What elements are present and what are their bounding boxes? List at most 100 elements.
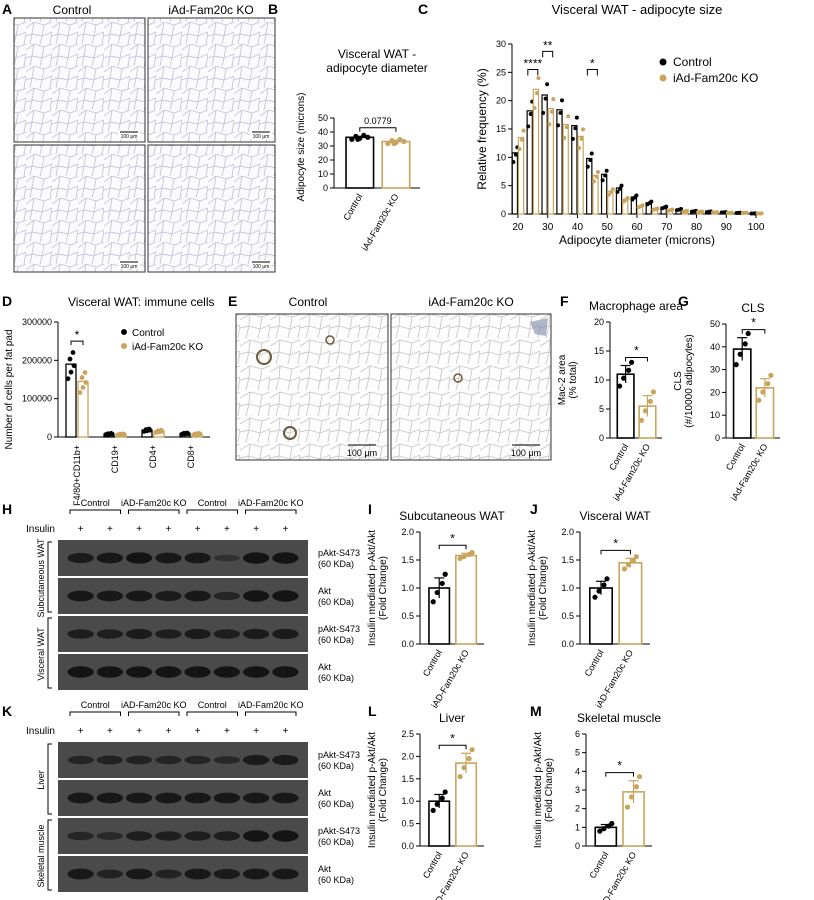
blot-kda-label: (60 KDa) bbox=[318, 837, 354, 847]
x-tick-label: CD4+ bbox=[148, 445, 158, 468]
blot-row-label: pAkt-S473 bbox=[318, 750, 360, 760]
y-tick-label: 20 bbox=[710, 387, 720, 397]
significance-bracket bbox=[625, 357, 648, 362]
y-tick-label: 0 bbox=[575, 841, 580, 851]
blot-band bbox=[125, 831, 153, 841]
y-tick-label: 0.5 bbox=[401, 611, 414, 621]
insulin-plus: + bbox=[78, 726, 84, 737]
y-tick-label: 200000 bbox=[22, 355, 52, 365]
y-axis-label: Adipocyte size (microns) bbox=[296, 93, 307, 202]
group-bracket bbox=[128, 711, 180, 716]
blot-row-label: pAkt-S473 bbox=[318, 548, 360, 558]
legend-marker bbox=[659, 58, 667, 66]
blot-band bbox=[125, 792, 153, 804]
significance-bracket bbox=[438, 544, 467, 550]
blot-band bbox=[184, 628, 211, 640]
data-point bbox=[640, 203, 645, 208]
blot-band bbox=[272, 590, 299, 602]
significance-marker: * bbox=[450, 531, 455, 545]
chart-title: adipocyte diameter bbox=[326, 61, 427, 75]
data-point bbox=[601, 826, 607, 832]
blot-band bbox=[272, 754, 299, 766]
bar-ko bbox=[381, 140, 411, 189]
data-point bbox=[625, 562, 632, 568]
data-point bbox=[647, 398, 654, 404]
y-tick-label: 30 bbox=[318, 141, 328, 151]
insulin-plus: + bbox=[282, 726, 288, 737]
blot-row-akt bbox=[58, 856, 308, 892]
y-tick-label: 5 bbox=[501, 181, 506, 191]
data-point bbox=[461, 553, 467, 560]
x-tick-label: 80 bbox=[691, 222, 703, 233]
y-axis-label: Insulin mediated p-Akt/Akt bbox=[533, 732, 544, 848]
y-axis-label: Insulin mediated p-Akt/Akt bbox=[367, 530, 378, 646]
significance-bracket bbox=[586, 69, 598, 76]
blot-group-label: Control bbox=[81, 700, 110, 710]
tissue-bracket bbox=[47, 819, 52, 891]
data-point bbox=[146, 426, 152, 432]
data-point bbox=[573, 126, 578, 131]
bar-ko bbox=[517, 136, 525, 215]
blot-band bbox=[242, 754, 270, 766]
data-point bbox=[549, 109, 554, 114]
blot-band bbox=[125, 755, 153, 765]
y-tick-label: 30 bbox=[710, 365, 720, 375]
blot-band bbox=[213, 591, 241, 601]
data-point bbox=[600, 178, 605, 183]
blot-row-label: Akt bbox=[318, 788, 332, 798]
y-tick-label: 0.0 bbox=[401, 841, 414, 851]
x-tick-label: 30 bbox=[542, 222, 554, 233]
blot-band bbox=[125, 628, 153, 640]
blot-band bbox=[155, 666, 182, 678]
group-bracket bbox=[69, 509, 121, 514]
data-point bbox=[577, 146, 582, 151]
y-tick-label: 20 bbox=[318, 155, 328, 165]
data-point bbox=[588, 158, 593, 163]
data-point bbox=[621, 566, 628, 572]
data-point bbox=[434, 801, 440, 807]
significance-bracket bbox=[542, 50, 554, 58]
x-tick-label: 20 bbox=[512, 222, 524, 233]
blot-band bbox=[272, 552, 299, 564]
data-point bbox=[609, 820, 615, 827]
insulin-plus: + bbox=[107, 524, 113, 535]
blot-band bbox=[96, 590, 124, 602]
blot-band bbox=[272, 628, 299, 640]
y-axis-label: Relative frequency (%) bbox=[475, 68, 489, 189]
blot-band bbox=[67, 666, 94, 678]
data-point bbox=[543, 96, 548, 101]
data-point bbox=[574, 115, 579, 120]
blot-band bbox=[125, 868, 153, 880]
data-point bbox=[618, 186, 623, 191]
data-point bbox=[737, 351, 743, 357]
chart-title: Subcutaneous WAT bbox=[399, 509, 505, 523]
blot-band bbox=[96, 629, 124, 639]
panel-label-i: I bbox=[368, 501, 372, 517]
insulin-plus: + bbox=[165, 524, 171, 535]
y-tick-label: 1.5 bbox=[561, 555, 574, 565]
scale-bar-label: 100 μm bbox=[347, 448, 377, 458]
data-point bbox=[434, 589, 440, 596]
insulin-plus: + bbox=[165, 726, 171, 737]
x-tick-label: CD8+ bbox=[186, 445, 196, 468]
y-tick-label: 10 bbox=[318, 169, 328, 179]
tissue-label: Skeletal muscle bbox=[36, 824, 46, 887]
data-point bbox=[385, 140, 391, 147]
data-point bbox=[442, 571, 448, 577]
bar-ko bbox=[577, 135, 584, 215]
blot-kda-label: (60 KDa) bbox=[318, 597, 354, 607]
blot-group-label: iAD-Fam20c KO bbox=[121, 498, 187, 508]
y-tick-label: 40 bbox=[318, 127, 328, 137]
blot-band bbox=[155, 629, 182, 639]
data-point bbox=[439, 580, 445, 587]
blot-band bbox=[67, 792, 94, 804]
blot-band bbox=[184, 666, 211, 678]
data-point bbox=[469, 549, 475, 556]
blot-band bbox=[67, 755, 94, 765]
data-point bbox=[634, 193, 639, 198]
blot-row-akt bbox=[58, 654, 308, 690]
data-point bbox=[742, 341, 748, 347]
blot-band bbox=[184, 792, 211, 804]
blot-band bbox=[96, 552, 124, 564]
group-bracket bbox=[245, 509, 297, 514]
